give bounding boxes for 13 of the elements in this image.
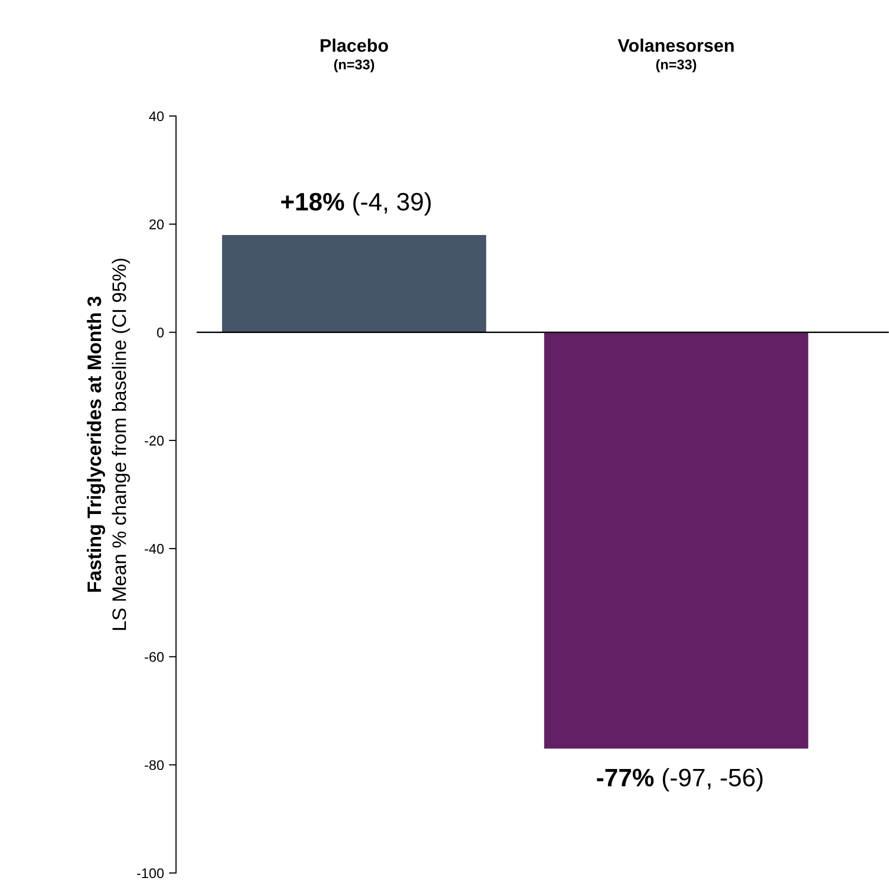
y-tick-label: 0 — [157, 328, 164, 338]
y-tick-label: -40 — [144, 544, 164, 554]
data-label: -77% (-97, -56) — [596, 768, 763, 792]
x-tick-label: Placebo (n=33) — [320, 38, 388, 72]
y-tick-label: -20 — [144, 436, 164, 446]
y-tick-label: -60 — [144, 652, 164, 662]
y-tick-label: 20 — [149, 219, 164, 230]
y-tick-label: 40 — [149, 111, 164, 122]
data-label: +18% (-4, 39) — [281, 192, 431, 216]
y-tick-label: -80 — [144, 760, 164, 770]
y-axis-title: Fasting Triglycerides at Month 3 LS Mean % change from baseline (CI 95%) — [86, 258, 130, 630]
x-tick-label: Volanesorsen (n=33) — [618, 38, 734, 72]
y-tick-label: -100 — [137, 868, 164, 878]
